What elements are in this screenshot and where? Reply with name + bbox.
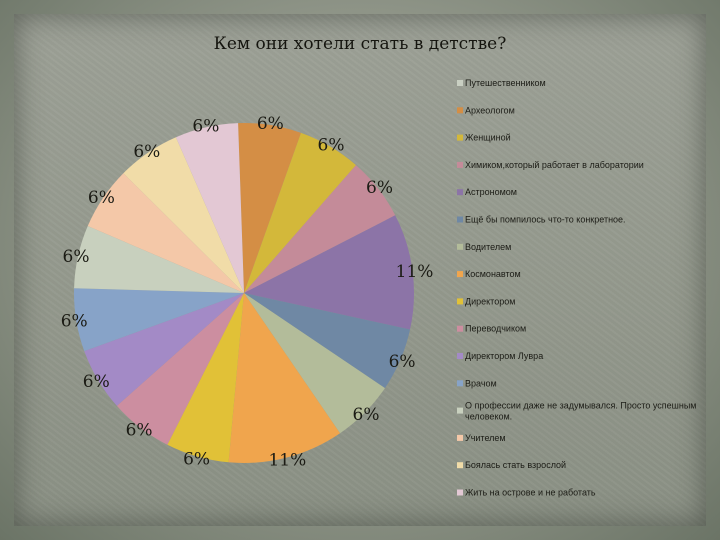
legend-swatch bbox=[457, 243, 463, 250]
chart-title: Кем они хотели стать в детстве? bbox=[213, 34, 507, 54]
legend-label: Врачом bbox=[465, 378, 497, 388]
legend-item-16: Жить на острове и не работать bbox=[457, 488, 596, 498]
pie-data-labels: 6% 6% 6% 11% 6% 6% 11% 6% 6% 6% 6% 6% 6% 6% 6% bbox=[61, 114, 434, 470]
pie-slice-11 bbox=[84, 293, 244, 406]
data-label-7: 6% bbox=[353, 405, 380, 425]
legend-swatch bbox=[457, 380, 463, 387]
legend-item-6: Ещё бы помпилось что-то конкретное. bbox=[457, 215, 626, 225]
data-label-5: 11% bbox=[396, 262, 434, 282]
legend-item-5: Астрономом bbox=[457, 187, 517, 197]
legend-item-2: Археологом bbox=[457, 105, 515, 115]
pie-slice-4 bbox=[244, 165, 396, 293]
legend-label: Химиком,который работает в лаборатории bbox=[465, 160, 644, 170]
legend-item-9: Директором bbox=[457, 296, 515, 306]
legend-item-10: Переводчиком bbox=[457, 324, 526, 334]
data-label-9: 6% bbox=[183, 449, 210, 469]
legend-item-1: Путешественником bbox=[457, 78, 546, 88]
legend-item-11: Директором Лувра bbox=[457, 351, 543, 361]
legend-swatch bbox=[457, 489, 463, 496]
legend-item-8: Космонавтом bbox=[457, 269, 521, 279]
legend-label: Женщиной bbox=[465, 133, 511, 143]
legend-item-14: Учителем bbox=[457, 433, 506, 443]
pie-slice-7 bbox=[244, 293, 385, 434]
legend-label: Переводчиком bbox=[465, 324, 526, 334]
data-label-4: 6% bbox=[366, 178, 393, 198]
legend-label: Жить на острове и не работать bbox=[465, 488, 596, 498]
legend-swatch bbox=[457, 107, 463, 114]
pie-slice-5 bbox=[244, 215, 415, 330]
pie-slice-3 bbox=[244, 132, 356, 293]
legend-swatch bbox=[457, 298, 463, 305]
pie-slice-9 bbox=[167, 293, 244, 463]
legend-label: Астрономом bbox=[465, 187, 517, 197]
legend-label: Директором Лувра bbox=[465, 351, 543, 361]
data-label-13: 6% bbox=[63, 247, 90, 267]
legend-item-4: Химиком,который работает в лаборатории bbox=[457, 160, 644, 170]
legend-item-13: О профессии даже не задумывался. Просто … bbox=[457, 401, 697, 422]
legend-swatch bbox=[457, 353, 463, 359]
pie-slice-10 bbox=[116, 293, 244, 445]
legend-swatch bbox=[457, 189, 463, 196]
legend-label: Директором bbox=[465, 296, 515, 306]
pie-slice-14 bbox=[87, 173, 244, 293]
legend-label: Космонавтом bbox=[465, 269, 521, 279]
pie-slice-13 bbox=[74, 226, 244, 293]
pie-slice-15 bbox=[123, 137, 244, 293]
data-label-10: 6% bbox=[126, 420, 153, 440]
pie-slice-2 bbox=[238, 123, 302, 293]
pie-slices bbox=[74, 123, 415, 463]
legend-swatch bbox=[457, 216, 463, 223]
legend-swatch bbox=[457, 271, 463, 278]
chart-legend: Путешественником Археологом Женщиной Химико… bbox=[457, 78, 697, 498]
legend-label: Ещё бы помпилось что-то конкретное. bbox=[465, 215, 626, 225]
legend-item-12: Врачом bbox=[457, 378, 497, 388]
legend-swatch bbox=[457, 325, 463, 332]
legend-item-15: Боялась стать взрослой bbox=[457, 460, 566, 470]
legend-swatch bbox=[457, 462, 463, 469]
legend-item-7: Водителем bbox=[457, 242, 511, 252]
legend-label: Водителем bbox=[465, 242, 511, 252]
pie-slice-6 bbox=[244, 293, 411, 389]
legend-swatch bbox=[457, 134, 463, 141]
legend-label: Археологом bbox=[465, 105, 515, 115]
legend-swatch bbox=[457, 161, 463, 168]
legend-swatch bbox=[457, 434, 463, 441]
data-label-11: 6% bbox=[83, 372, 110, 392]
legend-label: Учителем bbox=[465, 433, 506, 443]
legend-swatch bbox=[457, 80, 463, 86]
data-label-15: 6% bbox=[133, 142, 160, 162]
legend-label: О профессии даже не задумывался. Просто … bbox=[465, 401, 697, 422]
data-label-3: 6% bbox=[318, 136, 345, 156]
legend-label: Путешественником bbox=[465, 78, 546, 88]
legend-swatch bbox=[457, 407, 463, 414]
data-label-14: 6% bbox=[88, 188, 115, 208]
legend-item-3: Женщиной bbox=[457, 133, 511, 143]
data-label-6: 6% bbox=[389, 352, 416, 372]
pie-slice-16 bbox=[175, 123, 244, 293]
data-label-8: 11% bbox=[268, 450, 306, 470]
pie-slice-12 bbox=[74, 288, 244, 352]
data-label-12: 6% bbox=[61, 311, 88, 331]
legend-label: Боялась стать взрослой bbox=[465, 460, 566, 470]
pie-slice-8 bbox=[228, 293, 341, 463]
data-label-2: 6% bbox=[257, 114, 284, 134]
data-label-16: 6% bbox=[192, 116, 219, 136]
